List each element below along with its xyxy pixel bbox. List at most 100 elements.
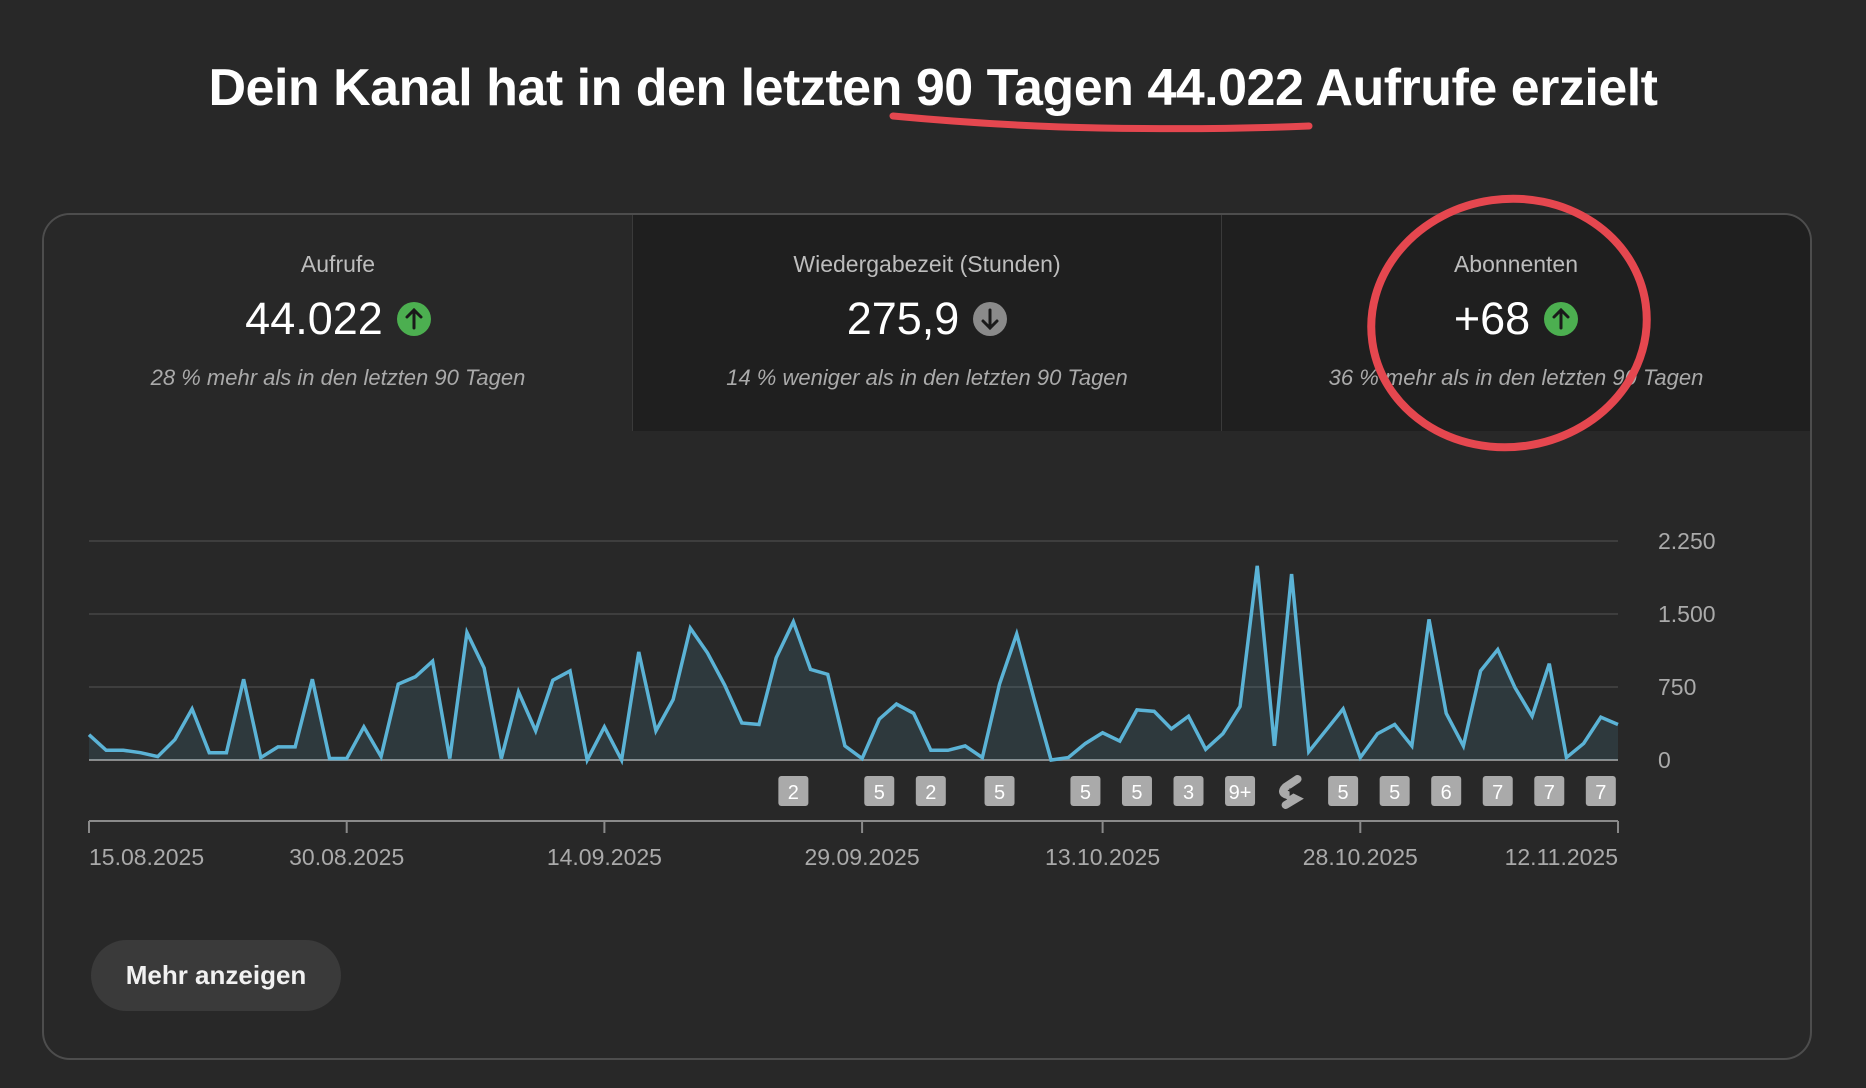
data-point	[894, 702, 898, 706]
data-point	[413, 675, 417, 679]
data-point	[929, 748, 933, 752]
data-point	[809, 667, 813, 671]
upload-marker[interactable]: 5	[1379, 776, 1410, 806]
data-point	[1427, 617, 1431, 621]
data-point	[87, 733, 91, 737]
data-point	[207, 751, 211, 755]
data-point	[723, 683, 727, 687]
data-point	[705, 651, 709, 655]
marker-count: 5	[994, 782, 1005, 804]
data-point	[1015, 632, 1019, 636]
data-point	[654, 729, 658, 733]
data-point	[499, 757, 503, 761]
data-point	[1135, 708, 1139, 712]
x-tick-label: 13.10.2025	[1045, 844, 1160, 870]
data-point	[1444, 711, 1448, 715]
data-point	[534, 729, 538, 733]
marker-box	[1379, 776, 1410, 806]
upload-marker[interactable]: 6	[1431, 776, 1462, 806]
tab-label: Aufrufe	[300, 251, 376, 277]
data-point	[345, 757, 349, 761]
data-point	[791, 620, 795, 624]
upload-marker[interactable]: 2	[778, 776, 809, 806]
data-point	[568, 669, 572, 673]
tab-value: 44.022	[245, 293, 383, 344]
data-point	[774, 656, 778, 660]
data-point	[1461, 744, 1465, 748]
marker-box	[1225, 776, 1256, 806]
marker-count: 5	[1338, 782, 1349, 804]
data-point	[1496, 648, 1500, 652]
upload-marker[interactable]: 5	[984, 776, 1015, 806]
tab-watch-time[interactable]: Wiedergabezeit (Stunden) 275,9 14 % weni…	[632, 215, 1221, 431]
x-tick-label: 28.10.2025	[1303, 844, 1418, 870]
tab-value-row: 275,9	[633, 293, 1221, 345]
data-point	[1066, 756, 1070, 760]
data-point	[173, 738, 177, 742]
data-point	[156, 755, 160, 759]
data-point	[1083, 741, 1087, 745]
marker-count: 7	[1492, 782, 1503, 804]
y-tick-label: 0	[1658, 747, 1671, 773]
data-point	[860, 757, 864, 761]
upload-marker[interactable]: 5	[1121, 776, 1152, 806]
tab-label: Wiedergabezeit (Stunden)	[793, 251, 1061, 277]
marker-count: 3	[1183, 782, 1194, 804]
tab-comparison: 28 % mehr als in den letzten 90 Tagen	[150, 365, 526, 390]
show-more-button[interactable]: Mehr anzeigen	[91, 940, 341, 1011]
data-point	[1307, 750, 1311, 754]
upload-marker[interactable]: 3	[1173, 776, 1204, 806]
data-point	[757, 722, 761, 726]
data-point	[1221, 732, 1225, 736]
data-point	[379, 755, 383, 759]
x-tick-label: 12.11.2025	[1505, 844, 1618, 870]
marker-box	[984, 776, 1015, 806]
upload-marker[interactable]: 5	[1328, 776, 1359, 806]
data-point	[671, 698, 675, 702]
marker-count: 5	[874, 782, 885, 804]
upload-marker[interactable]: 9+	[1225, 776, 1256, 806]
upload-marker[interactable]: 7	[1585, 776, 1616, 806]
upload-marker[interactable]: 7	[1482, 776, 1513, 806]
upload-marker[interactable]: 7	[1534, 776, 1565, 806]
upload-marker[interactable]: 5	[864, 776, 895, 806]
marker-count: 2	[788, 782, 799, 804]
data-point	[585, 758, 589, 762]
title-part: Aufrufe erzielt	[1303, 59, 1658, 117]
data-point	[465, 630, 469, 634]
red-underline-annotation	[889, 112, 1313, 133]
data-point	[1375, 732, 1379, 736]
marker-box	[1585, 776, 1616, 806]
data-point	[602, 725, 606, 729]
data-point	[482, 666, 486, 670]
upload-marker[interactable]: 2	[915, 776, 946, 806]
data-point	[1341, 707, 1345, 711]
data-point	[224, 751, 228, 755]
data-point	[1204, 747, 1208, 751]
data-point	[980, 756, 984, 760]
data-point	[104, 748, 108, 752]
data-point	[946, 748, 950, 752]
data-point	[310, 677, 314, 681]
marker-count: 5	[1131, 782, 1142, 804]
data-point	[1032, 696, 1036, 700]
marker-box	[1121, 776, 1152, 806]
data-point	[190, 707, 194, 711]
data-point	[637, 650, 641, 654]
marker-box	[1534, 776, 1565, 806]
data-point	[1187, 714, 1191, 718]
marker-count: 7	[1544, 782, 1555, 804]
data-point	[1547, 662, 1551, 666]
data-point	[1564, 756, 1568, 760]
data-point	[259, 756, 263, 760]
data-point	[740, 721, 744, 725]
marker-count: 5	[1080, 782, 1091, 804]
x-tick-label: 30.08.2025	[289, 844, 404, 870]
shorts-marker[interactable]	[1279, 775, 1304, 809]
marker-box	[778, 776, 809, 806]
upload-marker[interactable]: 5	[1070, 776, 1101, 806]
data-point	[1410, 744, 1414, 748]
data-point	[396, 682, 400, 686]
marker-box	[1070, 776, 1101, 806]
tab-views[interactable]: Aufrufe 44.022 28 % mehr als in den letz…	[44, 215, 632, 431]
